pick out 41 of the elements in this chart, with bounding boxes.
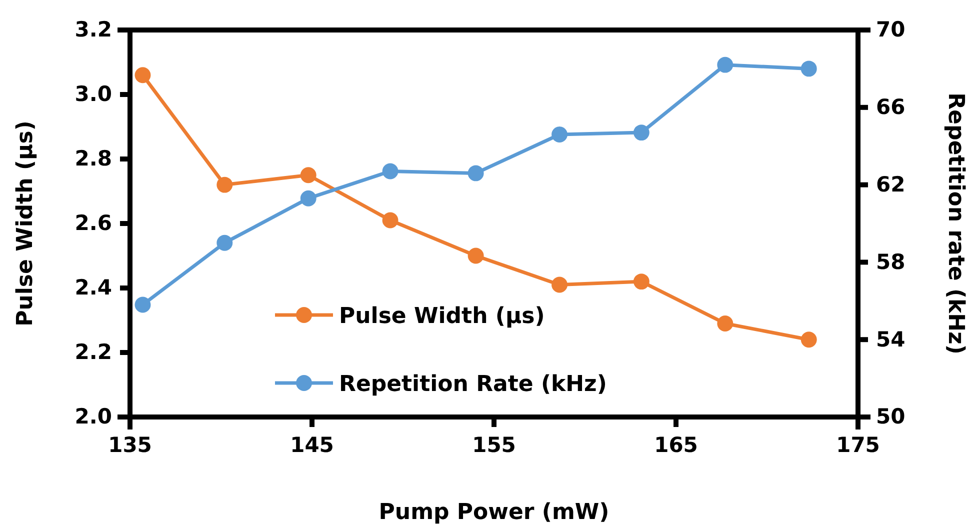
point xyxy=(552,276,568,293)
point xyxy=(300,190,316,206)
point xyxy=(800,332,817,348)
y-tick-label: 2.2 xyxy=(74,340,112,364)
x-tick-label: 155 xyxy=(472,432,516,457)
point xyxy=(300,167,316,184)
point xyxy=(717,56,734,73)
point xyxy=(382,163,398,180)
point xyxy=(633,124,650,141)
legend-label: Repetition Rate (kHz) xyxy=(339,372,607,397)
point xyxy=(216,176,233,193)
y-axis-title: Pulse Width (µs) xyxy=(13,120,38,326)
point xyxy=(134,296,151,313)
point xyxy=(134,67,151,84)
y2-tick-label: 62 xyxy=(876,172,906,197)
point xyxy=(800,60,817,77)
legend-label: Pulse Width (µs) xyxy=(339,304,545,329)
y2-axis-title: Repetition rate (kHz) xyxy=(943,92,968,354)
x-tick-label: 165 xyxy=(654,432,698,457)
point xyxy=(382,212,398,228)
point xyxy=(468,165,484,182)
point xyxy=(468,248,484,264)
x-axis-title: Pump Power (mW) xyxy=(378,500,610,525)
y2-tick-label: 66 xyxy=(876,95,906,120)
y-tick-label: 2.0 xyxy=(74,404,112,429)
x-tick-label: 145 xyxy=(290,432,334,457)
point xyxy=(717,316,734,332)
y-tick-label: 2.4 xyxy=(74,276,112,300)
x-tick-label: 135 xyxy=(108,432,152,457)
point xyxy=(216,234,233,251)
y2-tick-label: 58 xyxy=(876,250,906,274)
y-tick-label: 2.6 xyxy=(74,211,112,236)
y-tick-label: 3.2 xyxy=(74,18,112,42)
x-tick-label: 175 xyxy=(836,432,880,457)
point xyxy=(633,274,650,290)
y2-tick-label: 70 xyxy=(876,18,906,42)
y-tick-label: 2.8 xyxy=(74,146,112,171)
y-tick-label: 3.0 xyxy=(74,82,112,106)
y2-tick-label: 50 xyxy=(876,404,906,429)
y2-tick-label: 54 xyxy=(876,327,906,352)
point xyxy=(552,126,568,142)
